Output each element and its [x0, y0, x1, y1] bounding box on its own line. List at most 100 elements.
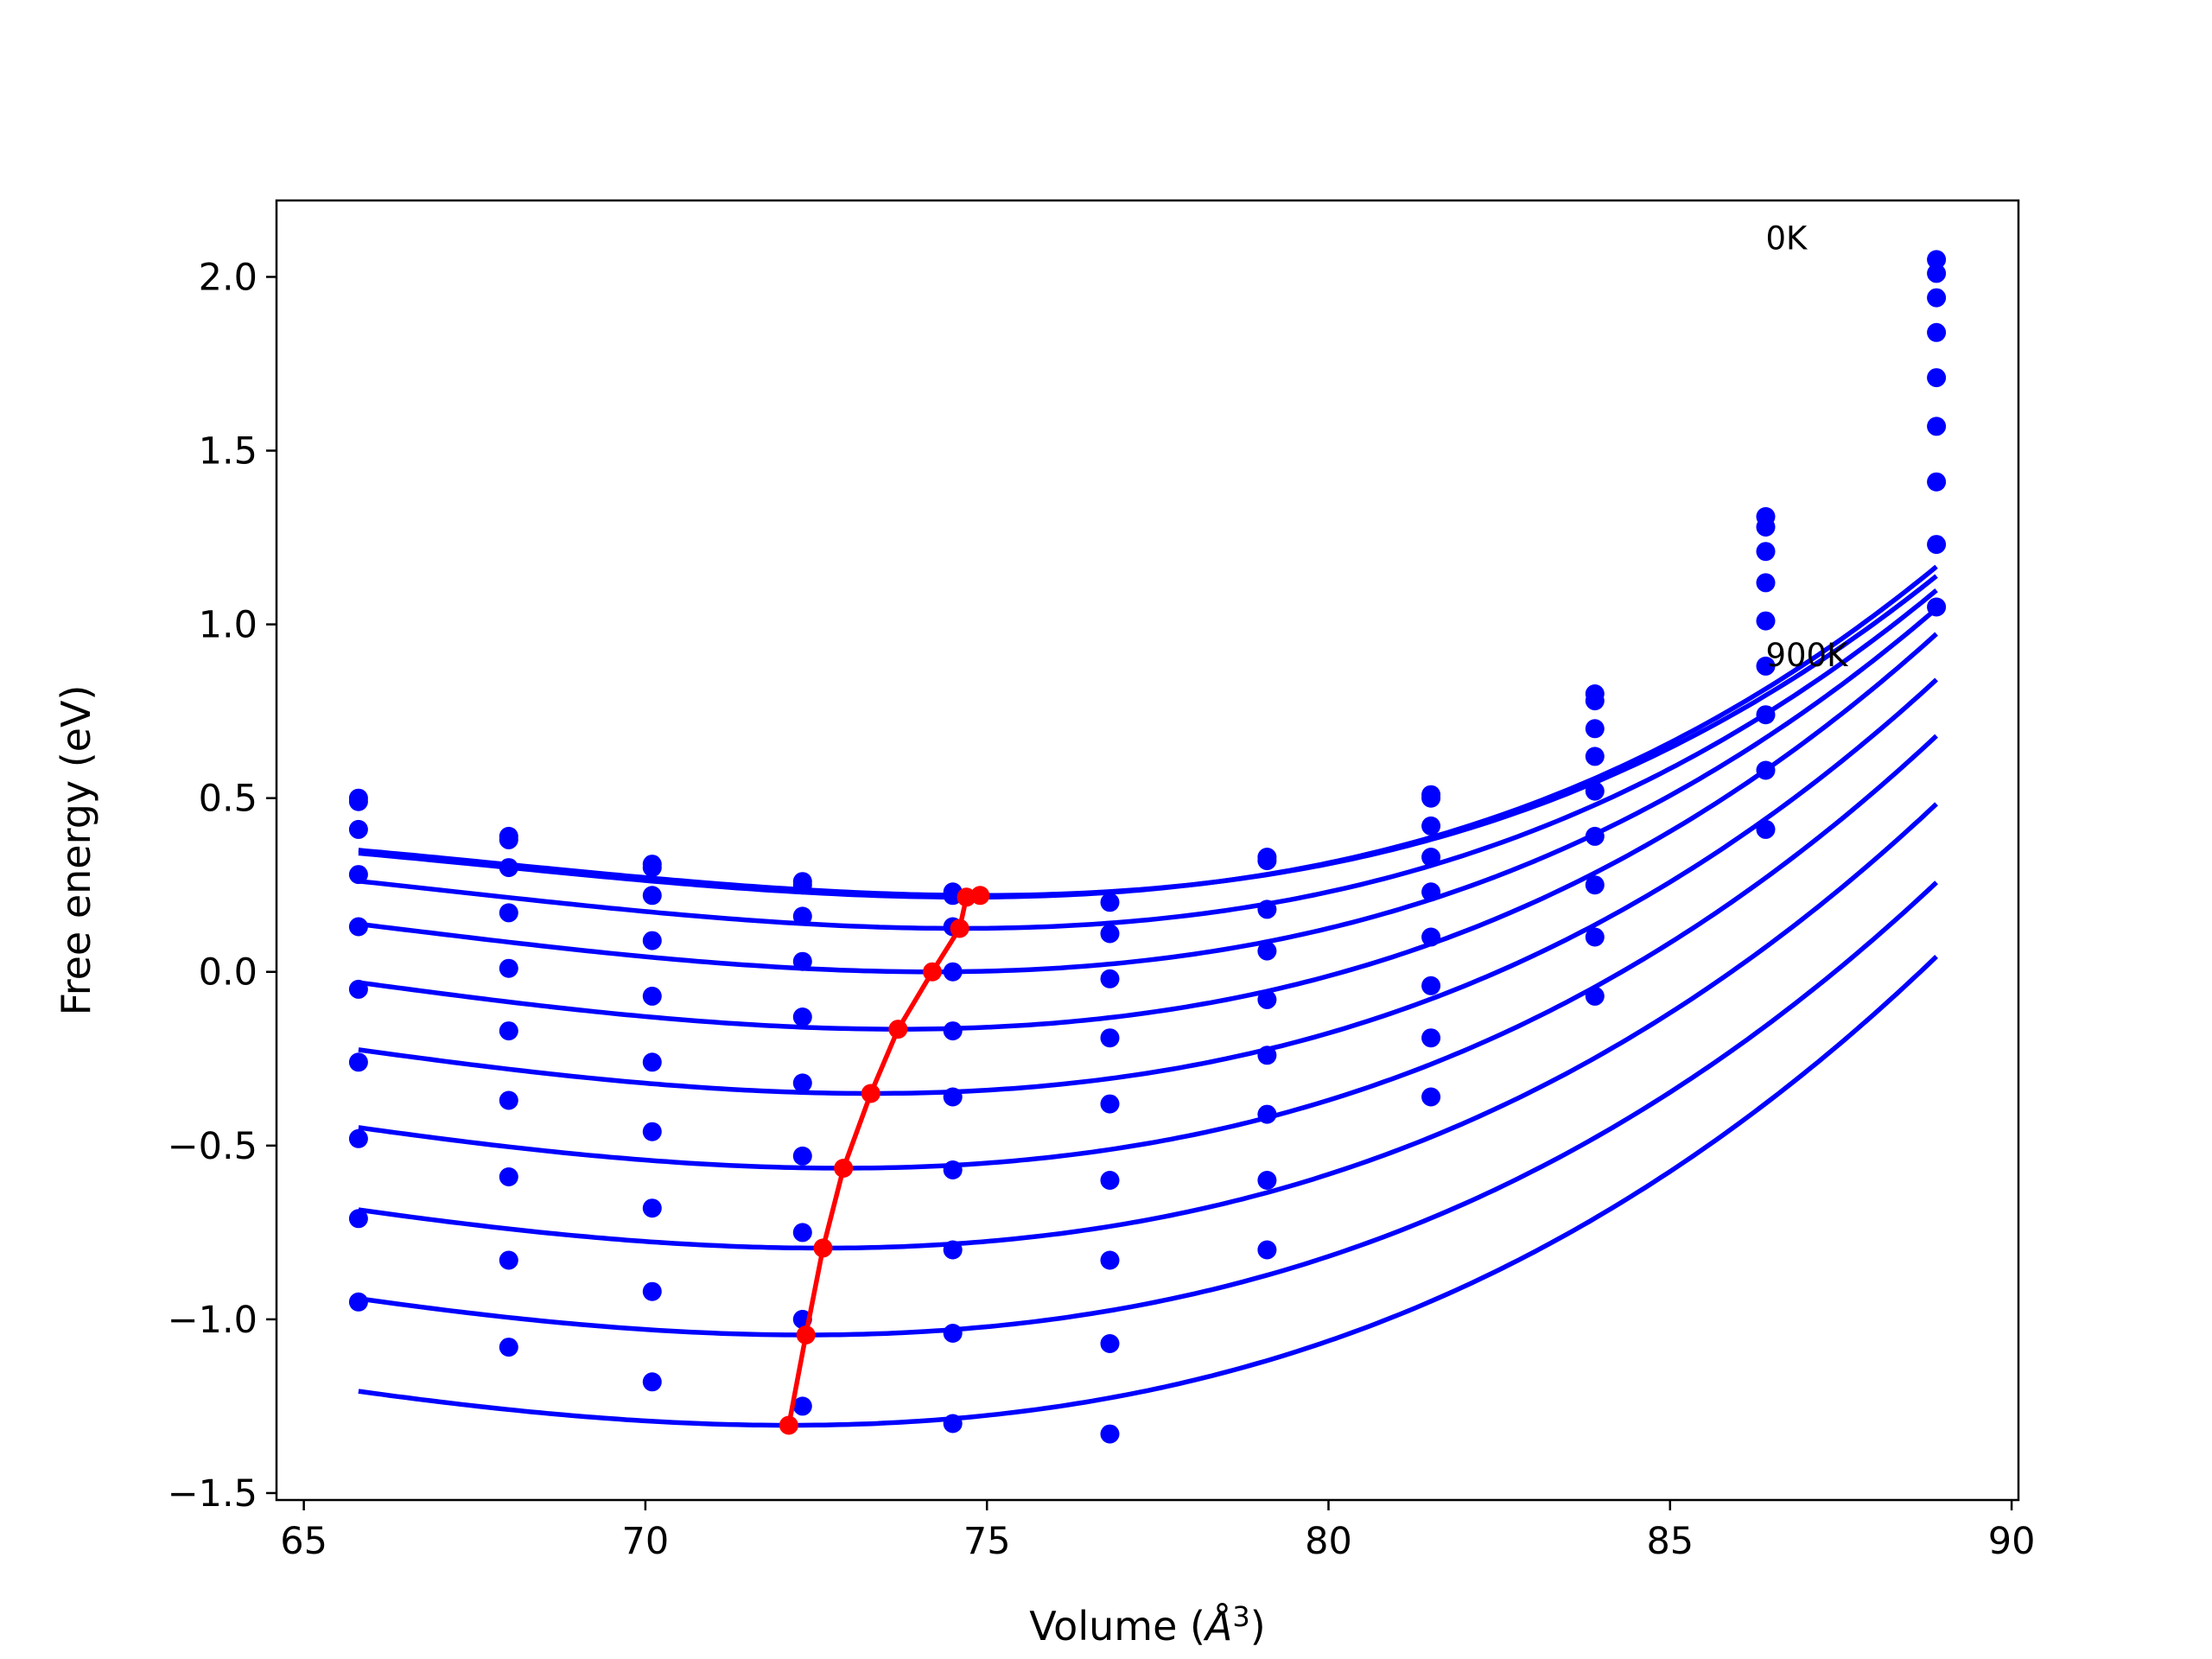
y-tick-label: 0.0	[199, 951, 257, 995]
fit-curve	[358, 955, 1939, 1428]
data-point	[792, 1396, 812, 1416]
data-point	[792, 951, 812, 971]
data-point	[1257, 1240, 1277, 1260]
data-point	[642, 1281, 662, 1301]
data-point	[1100, 893, 1120, 912]
x-axis-label-text: Volume (	[1029, 1603, 1205, 1649]
data-point	[943, 1160, 963, 1179]
data-point	[1421, 848, 1441, 867]
data-point	[499, 1167, 518, 1186]
series-5	[348, 416, 1947, 1114]
data-point	[348, 865, 368, 885]
data-point	[792, 1146, 812, 1166]
data-point	[1927, 288, 1947, 308]
y-tick-label: −1.5	[168, 1472, 257, 1516]
y-tick-label: 1.0	[199, 604, 257, 647]
data-point	[1421, 788, 1441, 808]
data-point	[1100, 1094, 1120, 1114]
x-tick-label: 85	[1646, 1520, 1694, 1563]
series-6	[348, 472, 1947, 1190]
data-point	[1927, 472, 1947, 492]
data-point	[642, 1122, 662, 1141]
data-point	[1100, 1171, 1120, 1190]
data-point	[1257, 851, 1277, 871]
y-tick-label: 1.5	[199, 430, 257, 474]
data-point	[642, 1052, 662, 1072]
data-point	[1756, 705, 1776, 725]
data-point	[1100, 1334, 1120, 1353]
y-tick-label: 2.0	[199, 256, 257, 299]
data-point	[1100, 924, 1120, 944]
data-point	[1927, 250, 1947, 270]
x-axis-label-power: 3	[1232, 1600, 1249, 1633]
data-point	[348, 1292, 368, 1312]
data-point	[792, 1073, 812, 1093]
data-point	[1257, 899, 1277, 919]
y-tick-label: −1.0	[168, 1299, 257, 1342]
fit-curve	[358, 734, 1938, 1171]
series-9	[348, 955, 1939, 1444]
x-axis-ticks: 65 70 75 80 85 90	[280, 1500, 2035, 1563]
x-tick-label: 65	[280, 1520, 327, 1563]
data-point	[348, 1209, 368, 1229]
data-point	[499, 1250, 518, 1270]
x-tick-label: 80	[1305, 1520, 1352, 1563]
data-point	[1257, 941, 1277, 961]
temperature-annotation: 900K	[1765, 637, 1849, 674]
data-point	[348, 819, 368, 839]
x-tick-label: 75	[963, 1520, 1011, 1563]
data-point	[1756, 819, 1776, 839]
y-tick-label: 0.5	[199, 778, 257, 821]
fit-curve	[358, 632, 1938, 1032]
y-axis-ticks: −1.5 −1.0 −0.5 0.0 0.5 1.0 1.5 2.0	[168, 256, 276, 1516]
data-point	[1421, 927, 1441, 947]
data-point	[1927, 535, 1947, 555]
minimum-point	[796, 1325, 816, 1344]
data-point	[1585, 747, 1605, 766]
data-point	[943, 1324, 963, 1343]
data-point	[943, 1087, 963, 1107]
x-axis-label: Volume (Å3)	[1029, 1600, 1265, 1649]
x-tick-label: 70	[622, 1520, 670, 1563]
minimum-point	[950, 918, 969, 938]
data-point	[792, 875, 812, 895]
data-point	[943, 1240, 963, 1260]
data-point	[348, 917, 368, 937]
data-point	[499, 1338, 518, 1357]
y-axis-label: Free energy (eV)	[53, 685, 99, 1016]
data-point	[1585, 781, 1605, 801]
data-point	[792, 1223, 812, 1243]
data-point	[348, 1128, 368, 1148]
plot-frame	[275, 199, 2020, 1502]
fit-curve	[358, 588, 1938, 931]
data-point	[499, 1090, 518, 1110]
data-point	[1756, 518, 1776, 537]
minimum-point	[834, 1159, 854, 1178]
data-point	[1927, 416, 1947, 436]
data-point	[1421, 882, 1441, 902]
data-point	[1257, 1171, 1277, 1190]
data-point	[1756, 573, 1776, 593]
data-point	[1100, 1424, 1120, 1444]
data-point	[499, 858, 518, 878]
data-point	[499, 958, 518, 978]
data-point	[1257, 1104, 1277, 1124]
data-point	[1421, 1028, 1441, 1048]
data-point	[1585, 875, 1605, 895]
data-point	[943, 1021, 963, 1041]
data-point	[499, 1021, 518, 1041]
series-3	[348, 322, 1947, 988]
data-point	[1421, 1087, 1441, 1107]
data-point	[1756, 760, 1776, 780]
data-point	[1585, 719, 1605, 739]
data-point	[792, 1007, 812, 1027]
data-point	[499, 903, 518, 923]
minimum-point	[888, 1020, 908, 1039]
series-1	[348, 264, 1947, 912]
annotations: 0K 900K	[1765, 219, 1849, 674]
minima-path	[779, 886, 990, 1435]
fit-curve	[358, 607, 1938, 975]
data-point	[642, 931, 662, 950]
fit-curve	[358, 564, 1938, 900]
data-point	[1100, 1250, 1120, 1270]
